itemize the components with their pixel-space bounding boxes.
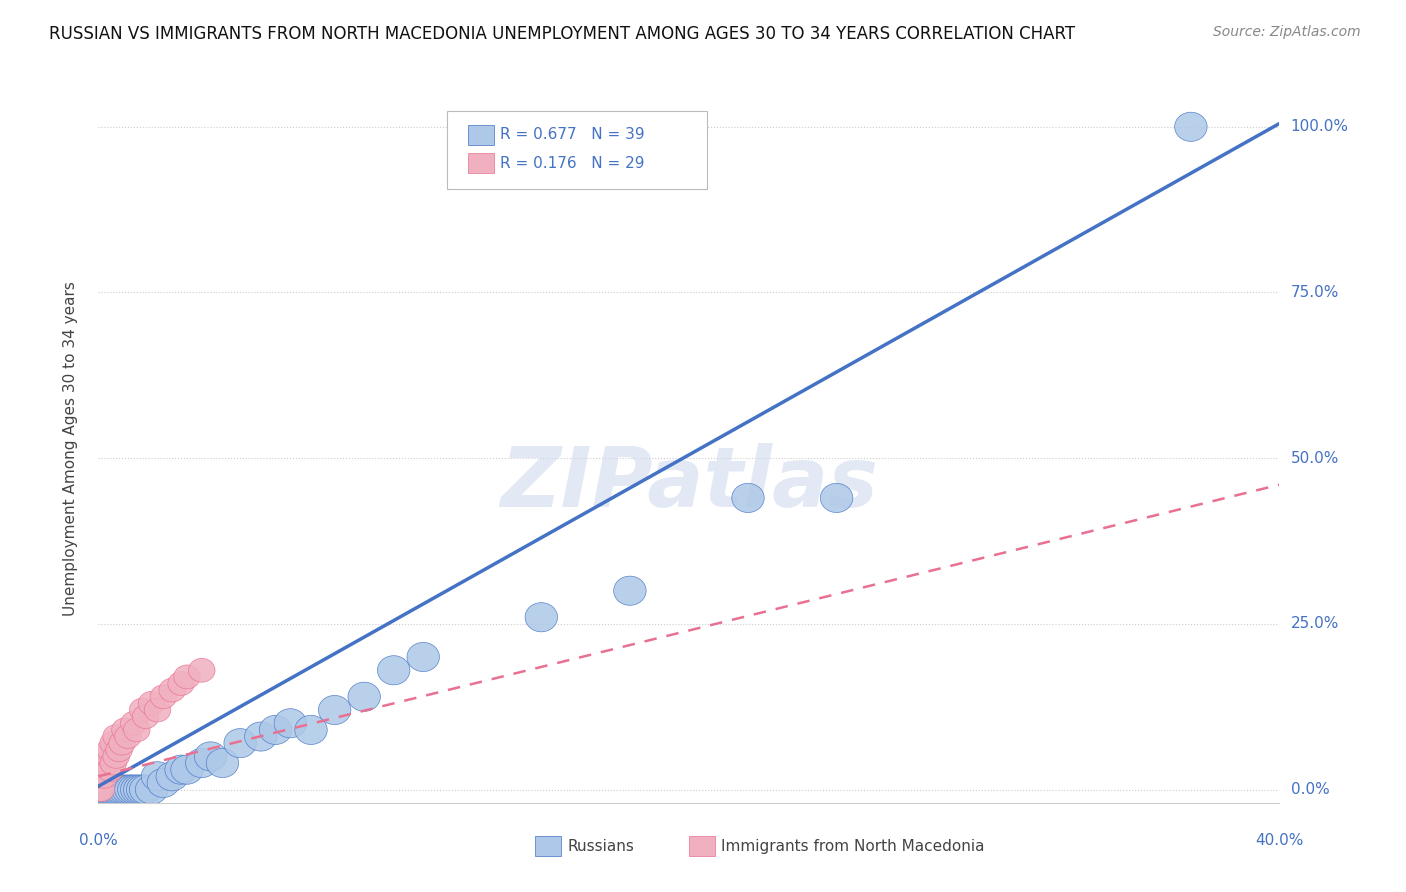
Text: Source: ZipAtlas.com: Source: ZipAtlas.com	[1213, 25, 1361, 39]
Text: 0.0%: 0.0%	[1291, 782, 1329, 797]
FancyBboxPatch shape	[468, 153, 494, 173]
Text: 100.0%: 100.0%	[1291, 120, 1348, 135]
FancyBboxPatch shape	[468, 125, 494, 145]
Y-axis label: Unemployment Among Ages 30 to 34 years: Unemployment Among Ages 30 to 34 years	[63, 281, 77, 615]
Text: R = 0.677   N = 39: R = 0.677 N = 39	[501, 128, 644, 143]
Text: RUSSIAN VS IMMIGRANTS FROM NORTH MACEDONIA UNEMPLOYMENT AMONG AGES 30 TO 34 YEAR: RUSSIAN VS IMMIGRANTS FROM NORTH MACEDON…	[49, 25, 1076, 43]
Text: Russians: Russians	[567, 839, 634, 855]
Text: 50.0%: 50.0%	[1291, 450, 1339, 466]
Text: 25.0%: 25.0%	[1291, 616, 1339, 632]
Text: Immigrants from North Macedonia: Immigrants from North Macedonia	[721, 839, 984, 855]
Text: ZIPatlas: ZIPatlas	[501, 443, 877, 524]
FancyBboxPatch shape	[689, 836, 714, 856]
FancyBboxPatch shape	[447, 112, 707, 189]
Text: 0.0%: 0.0%	[79, 833, 118, 848]
Text: 75.0%: 75.0%	[1291, 285, 1339, 300]
FancyBboxPatch shape	[536, 836, 561, 856]
Text: 40.0%: 40.0%	[1256, 833, 1303, 848]
Text: R = 0.176   N = 29: R = 0.176 N = 29	[501, 156, 644, 170]
